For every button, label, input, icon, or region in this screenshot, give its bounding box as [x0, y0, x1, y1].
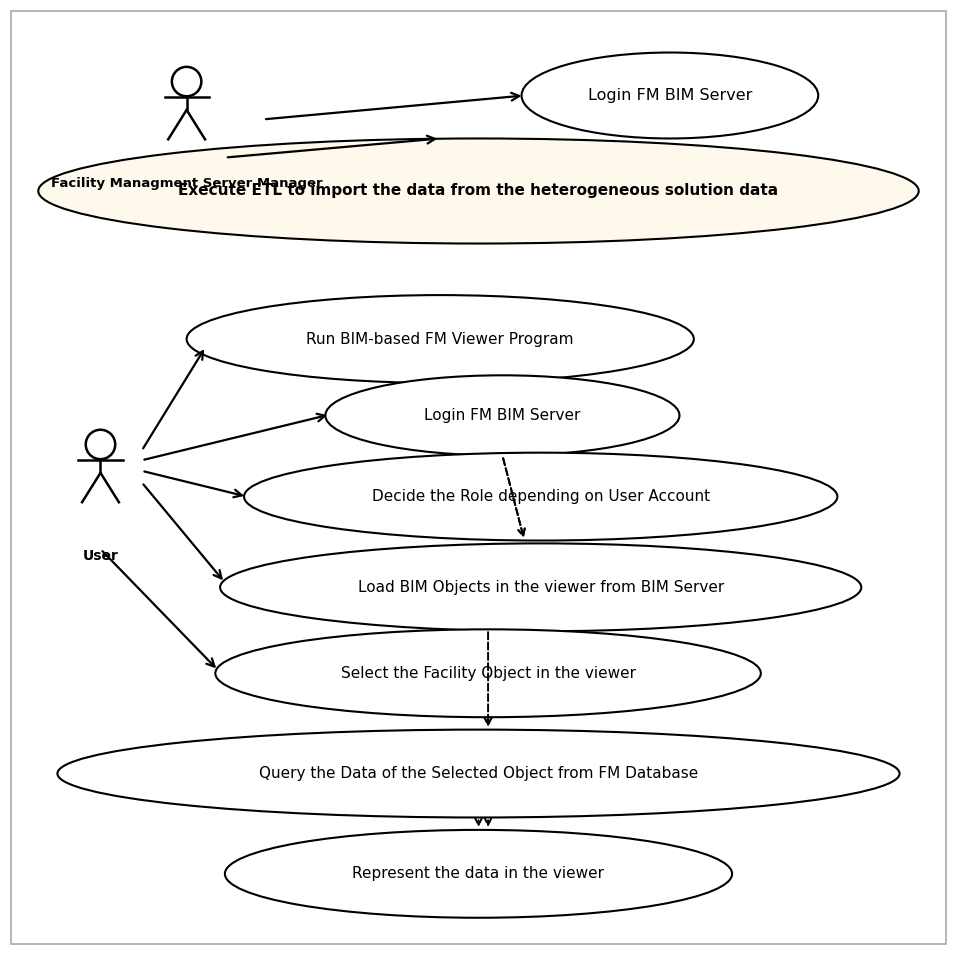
Ellipse shape: [325, 375, 679, 456]
Ellipse shape: [220, 543, 861, 631]
Text: Load BIM Objects in the viewer from BIM Server: Load BIM Objects in the viewer from BIM …: [358, 580, 723, 595]
Ellipse shape: [225, 830, 732, 918]
Text: Login FM BIM Server: Login FM BIM Server: [424, 408, 581, 423]
Text: Query the Data of the Selected Object from FM Database: Query the Data of the Selected Object fr…: [259, 766, 698, 781]
Text: Facility Managment Server Manager: Facility Managment Server Manager: [51, 177, 323, 190]
Ellipse shape: [244, 453, 837, 541]
Ellipse shape: [57, 730, 900, 817]
Ellipse shape: [38, 138, 919, 244]
Text: Run BIM-based FM Viewer Program: Run BIM-based FM Viewer Program: [306, 331, 574, 347]
Ellipse shape: [522, 53, 818, 138]
Text: Decide the Role depending on User Account: Decide the Role depending on User Accoun…: [371, 489, 710, 504]
Text: Select the Facility Object in the viewer: Select the Facility Object in the viewer: [341, 666, 635, 681]
Ellipse shape: [187, 295, 694, 383]
Text: User: User: [82, 549, 119, 563]
Text: Represent the data in the viewer: Represent the data in the viewer: [352, 866, 605, 881]
Text: Execute ETL to import the data from the heterogeneous solution data: Execute ETL to import the data from the …: [178, 183, 779, 199]
Ellipse shape: [215, 629, 761, 717]
Text: Login FM BIM Server: Login FM BIM Server: [588, 88, 752, 103]
